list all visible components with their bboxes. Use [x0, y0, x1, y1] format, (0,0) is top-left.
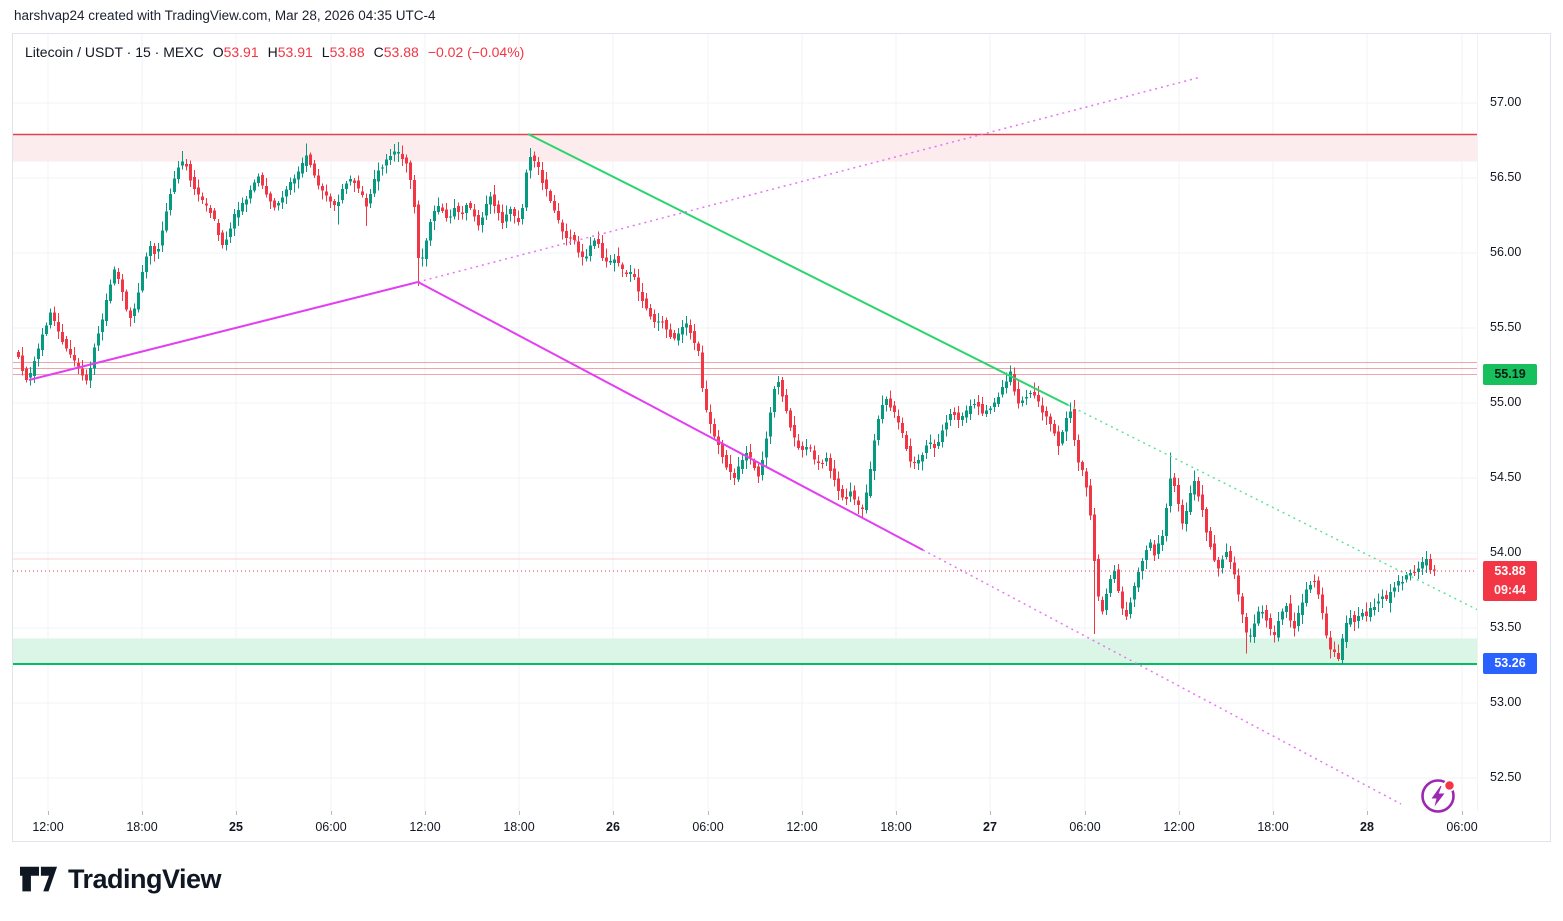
- ascending-magenta-trendline[interactable]: [28, 76, 1202, 381]
- ohlc-low: L53.88: [321, 44, 365, 60]
- price-axis-label: 57.00: [1490, 95, 1522, 109]
- time-axis-tick: [613, 811, 614, 815]
- price-axis-label: 55.50: [1490, 320, 1522, 334]
- time-axis-label: 06:00: [1446, 820, 1478, 834]
- time-axis-label: 12:00: [786, 820, 818, 834]
- time-axis-label: 06:00: [1069, 820, 1101, 834]
- alert-price-label-55-19[interactable]: 55.19: [1483, 363, 1537, 385]
- chart-widget: Litecoin / USDT · 15 · MEXC O53.91 H53.9…: [12, 33, 1551, 842]
- time-axis[interactable]: 12:00 18:00 25 06:00 12:00 18:00 26 06:00 12:00 1…: [13, 811, 1479, 841]
- time-axis-tick: [1367, 811, 1368, 815]
- time-axis-label: 28: [1360, 820, 1374, 834]
- time-axis-tick: [236, 811, 237, 815]
- time-axis-label: 18:00: [880, 820, 912, 834]
- bolt-icon: [1421, 779, 1456, 813]
- price-axis-label: 54.50: [1490, 470, 1522, 484]
- price-axis-label: 56.50: [1490, 170, 1522, 184]
- tradingview-logo-icon: [20, 866, 58, 891]
- ohlc-high: H53.91: [267, 44, 313, 60]
- ohlc-close: C53.88: [373, 44, 419, 60]
- time-axis-tick: [990, 811, 991, 815]
- current-price-value: 53.88: [1494, 564, 1526, 578]
- symbol-title[interactable]: Litecoin / USDT · 15 · MEXC: [25, 44, 204, 60]
- plot-area[interactable]: [13, 34, 1479, 812]
- price-zones: [13, 133, 1479, 665]
- price-axis-label: 54.00: [1490, 545, 1522, 559]
- price-axis-label: 53.50: [1490, 620, 1522, 634]
- tradingview-watermark: TradingView: [20, 864, 222, 895]
- boost-bolt-button[interactable]: [1419, 777, 1457, 815]
- time-axis-label: 27: [983, 820, 997, 834]
- time-axis-tick: [708, 811, 709, 815]
- time-axis-label: 25: [229, 820, 243, 834]
- time-axis-label: 18:00: [126, 820, 158, 834]
- price-axis-label: 55.00: [1490, 395, 1522, 409]
- time-axis-label: 06:00: [692, 820, 724, 834]
- price-axis-label: 53.00: [1490, 695, 1522, 709]
- descending-magenta-trendline[interactable]: [417, 281, 1402, 805]
- time-axis-tick: [1462, 811, 1463, 815]
- change-value: −0.02 (−0.04%): [427, 44, 525, 60]
- price-axis[interactable]: 55.19 53.88 09:44 53.26 57.00 56.50 56.00 5…: [1477, 34, 1550, 812]
- symbol-legend[interactable]: Litecoin / USDT · 15 · MEXC O53.91 H53.9…: [25, 44, 524, 60]
- time-axis-label: 18:00: [503, 820, 535, 834]
- price-axis-label: 52.50: [1490, 770, 1522, 784]
- time-axis-tick: [802, 811, 803, 815]
- time-axis-label: 26: [606, 820, 620, 834]
- time-axis-tick: [48, 811, 49, 815]
- time-axis-label: 18:00: [1257, 820, 1289, 834]
- time-axis-label: 12:00: [409, 820, 441, 834]
- ohlc-open: O53.91: [212, 44, 259, 60]
- grid: [13, 34, 1479, 812]
- alert-price-label-53-26[interactable]: 53.26: [1483, 653, 1537, 674]
- tradingview-watermark-text: TradingView: [68, 864, 222, 894]
- time-axis-label: 06:00: [315, 820, 347, 834]
- time-axis-tick: [142, 811, 143, 815]
- bar-countdown: 09:44: [1494, 583, 1526, 597]
- time-axis-tick: [519, 811, 520, 815]
- time-axis-tick: [1085, 811, 1086, 815]
- time-axis-tick: [331, 811, 332, 815]
- time-axis-label: 12:00: [32, 820, 64, 834]
- time-axis-label: 12:00: [1163, 820, 1195, 834]
- price-axis-label: 56.00: [1490, 245, 1522, 259]
- time-axis-tick: [896, 811, 897, 815]
- descending-green-trendline[interactable]: [527, 133, 1479, 611]
- attribution-text: harshvap24 created with TradingView.com,…: [14, 8, 436, 23]
- time-axis-tick: [1273, 811, 1274, 815]
- time-axis-tick: [425, 811, 426, 815]
- candlestick-series: [17, 142, 1436, 664]
- current-price-label[interactable]: 53.88 09:44: [1483, 561, 1537, 601]
- time-axis-tick: [1179, 811, 1180, 815]
